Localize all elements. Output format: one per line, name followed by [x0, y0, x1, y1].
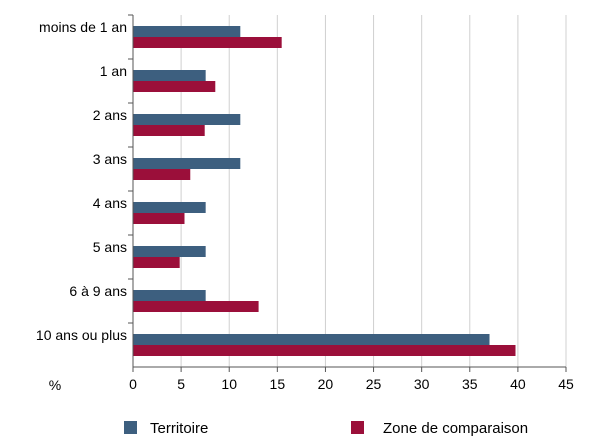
bar-zone-de-comparaison [133, 125, 205, 136]
legend-label: Zone de comparaison [383, 420, 528, 437]
category-label: 3 ans [93, 151, 127, 167]
bar-territoire [133, 70, 206, 81]
x-tick-label: 10 [221, 376, 237, 392]
category-label: 6 à 9 ans [69, 283, 127, 299]
bar-territoire [133, 26, 241, 37]
category-label: 1 an [100, 63, 127, 79]
bar-territoire [133, 114, 241, 125]
unit-label: % [49, 377, 61, 393]
x-tick-label: 30 [414, 376, 430, 392]
x-tick-labels: 0 5 10 15 20 25 30 35 40 45 [129, 376, 574, 392]
bar-zone-de-comparaison [133, 37, 282, 48]
category-label: moins de 1 an [39, 19, 127, 35]
x-tick-label: 0 [129, 376, 137, 392]
x-tick-label: 20 [318, 376, 334, 392]
bar-zone-de-comparaison [133, 81, 216, 92]
bar-territoire [133, 202, 206, 213]
category-label: 2 ans [93, 107, 127, 123]
bars [133, 26, 516, 356]
bar-zone-de-comparaison [133, 213, 185, 224]
bar-territoire [133, 246, 206, 257]
legend-swatch [124, 421, 137, 434]
category-labels: moins de 1 an 1 an 2 ans 3 ans 4 ans 5 ans 6 à… [36, 19, 127, 343]
legend: Territoire Zone de comparaison [124, 420, 528, 437]
x-tick-label: 5 [177, 376, 185, 392]
category-label: 10 ans ou plus [36, 327, 127, 343]
bar-territoire [133, 158, 241, 169]
x-tick-label: 15 [270, 376, 286, 392]
category-label: 5 ans [93, 239, 127, 255]
x-tick-label: 40 [510, 376, 526, 392]
bar-zone-de-comparaison [133, 169, 191, 180]
x-tick-label: 35 [462, 376, 478, 392]
bar-zone-de-comparaison [133, 301, 259, 312]
bar-territoire [133, 334, 490, 345]
x-tick-label: 25 [366, 376, 382, 392]
legend-label: Territoire [150, 420, 208, 437]
x-tick-label: 45 [558, 376, 574, 392]
legend-swatch [351, 421, 364, 434]
bar-territoire [133, 290, 206, 301]
bar-zone-de-comparaison [133, 257, 180, 268]
axes [128, 14, 567, 372]
bar-zone-de-comparaison [133, 345, 516, 356]
category-label: 4 ans [93, 195, 127, 211]
grid-lines [180, 15, 567, 367]
